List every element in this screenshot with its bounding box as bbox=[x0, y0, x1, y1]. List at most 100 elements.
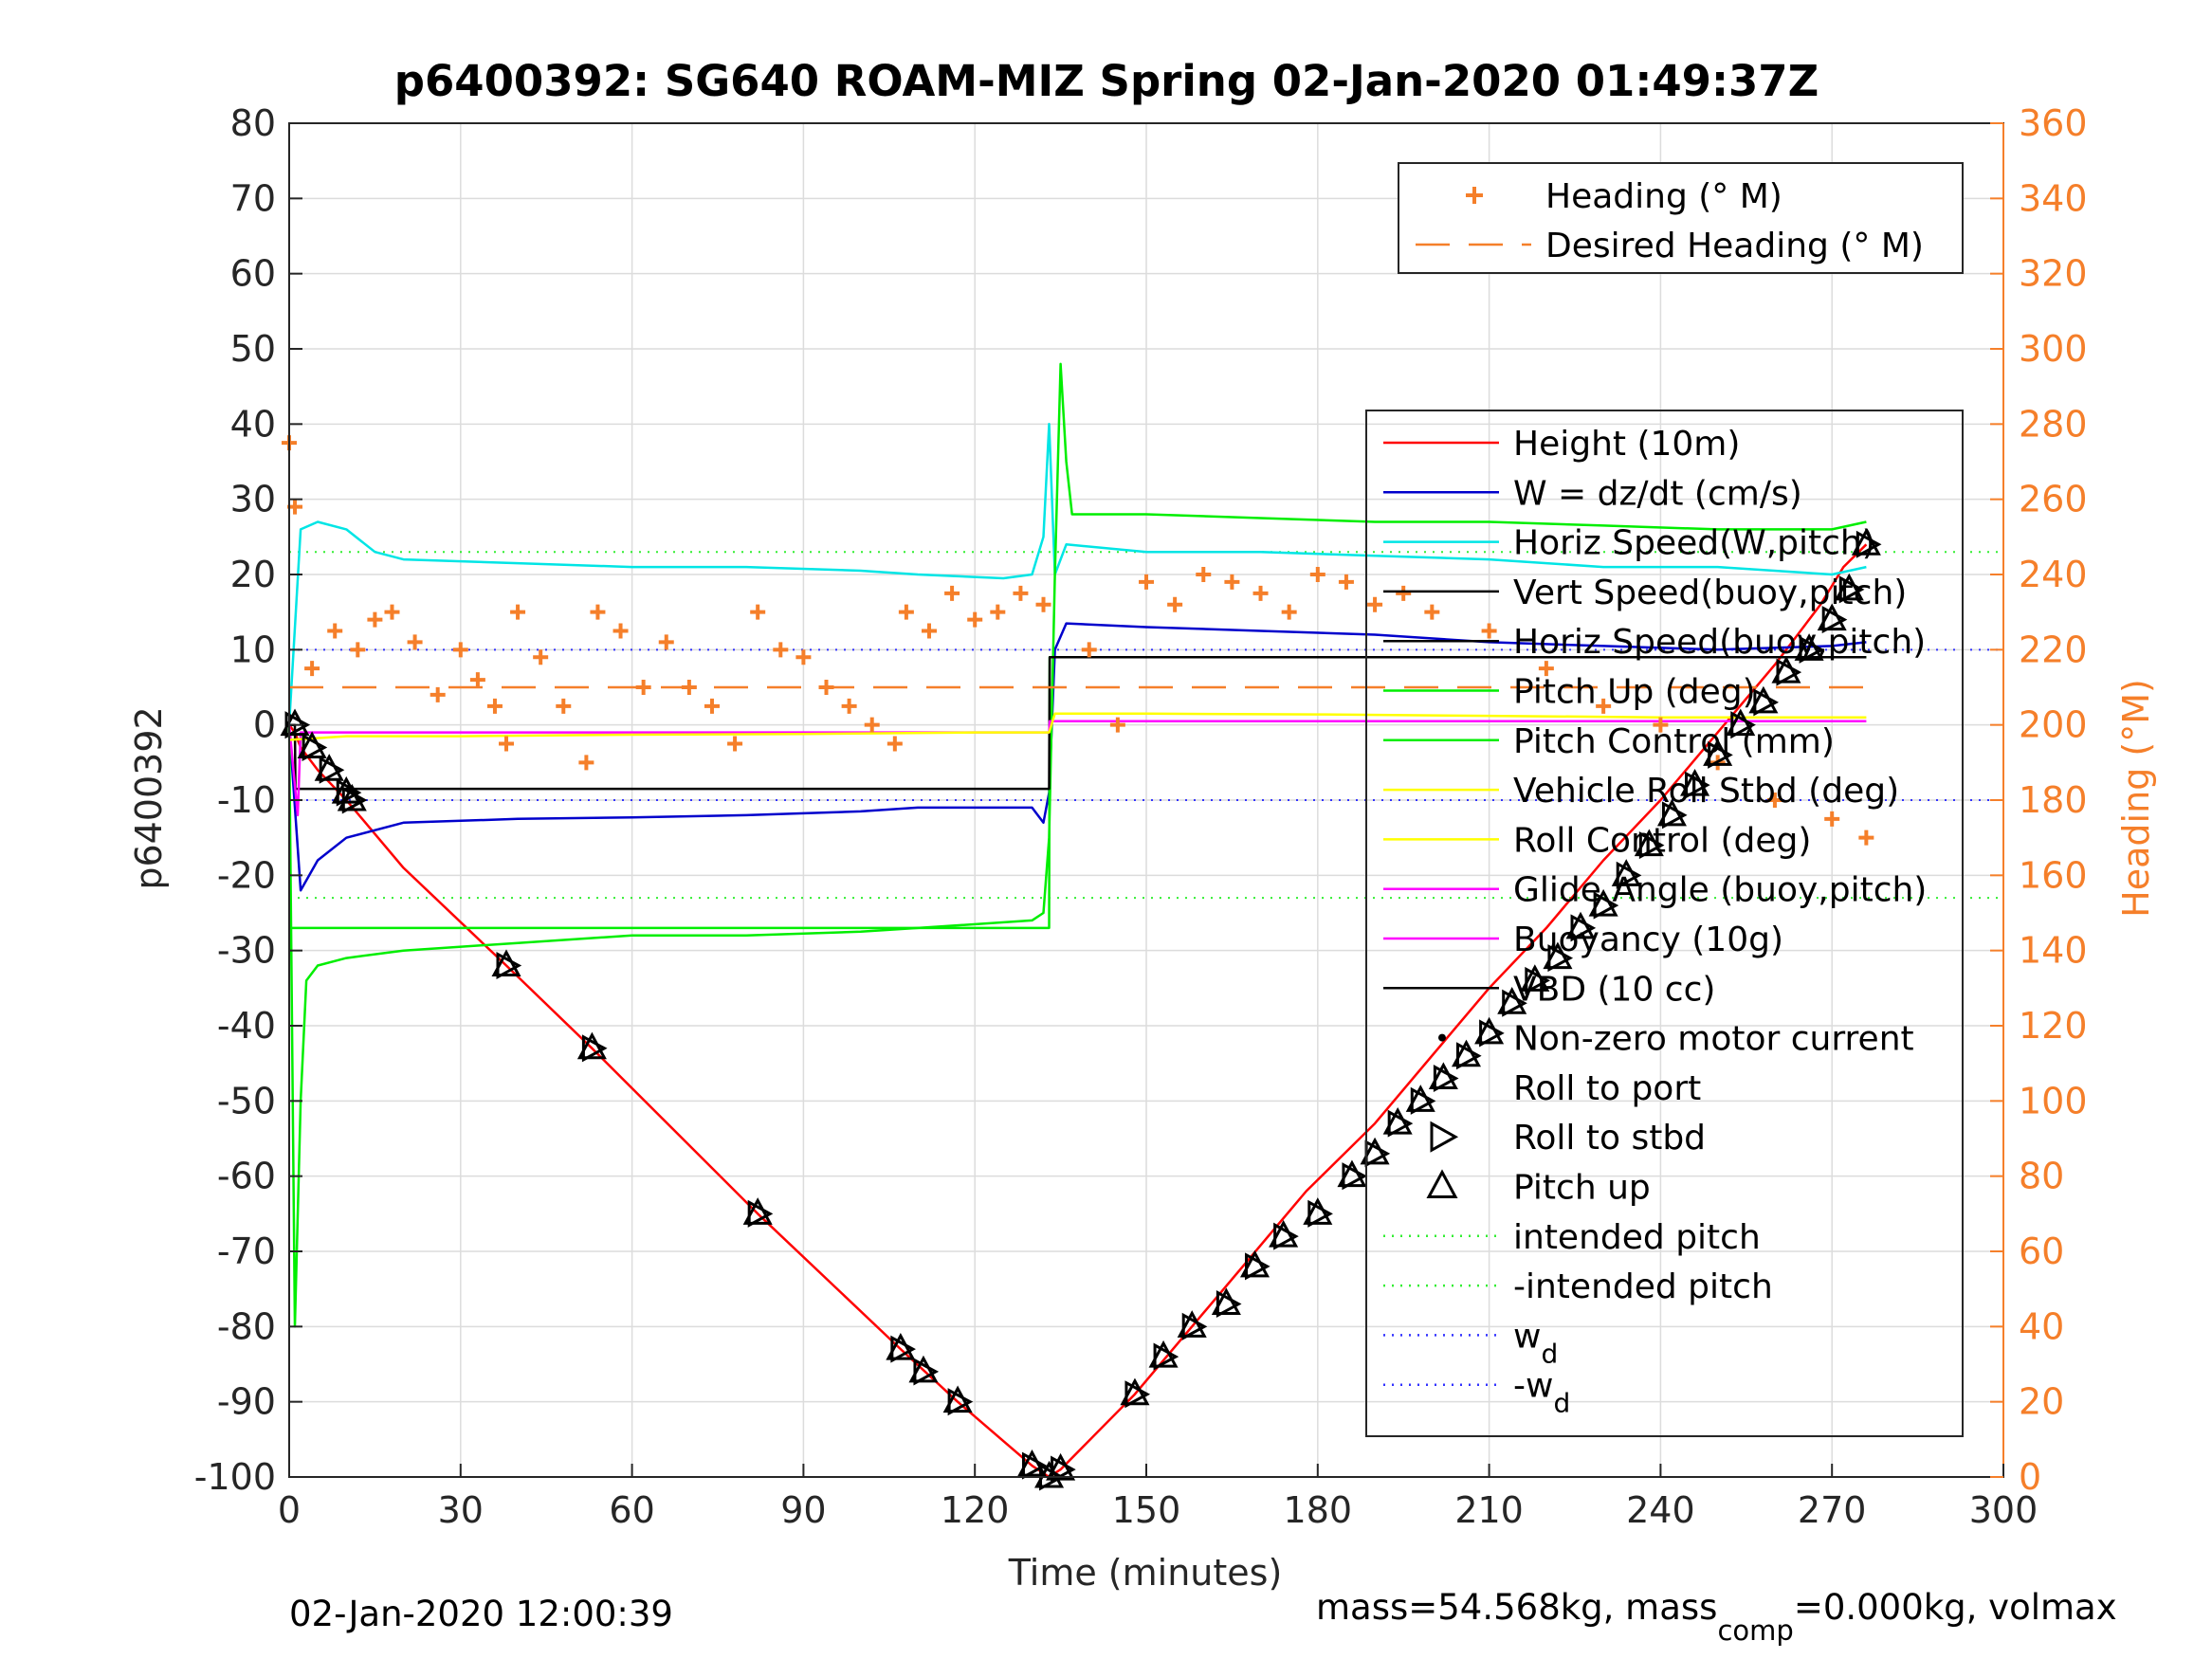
y-left-tick-label: -90 bbox=[217, 1381, 276, 1423]
roll-stbd-marker bbox=[1661, 801, 1688, 830]
legend-label: Horiz Speed(W,pitch) bbox=[1513, 524, 1875, 563]
heading-point bbox=[590, 604, 606, 620]
legend-label-subscript: d bbox=[1553, 1388, 1570, 1419]
heading-point bbox=[578, 755, 594, 771]
roll-stbd-marker bbox=[1387, 1109, 1414, 1138]
y-right-tick-label: 360 bbox=[2019, 102, 2088, 144]
roll-stbd-marker bbox=[341, 786, 368, 814]
series-line bbox=[288, 543, 1868, 1479]
heading-point bbox=[1109, 717, 1125, 733]
heading-point bbox=[1338, 574, 1354, 590]
heading-point bbox=[1013, 585, 1029, 601]
legend-label: Vehicle Roll Stbd (deg) bbox=[1513, 772, 1899, 811]
roll-stbd-marker bbox=[1593, 891, 1619, 920]
heading-point bbox=[887, 736, 903, 752]
x-tick-label: 210 bbox=[1454, 1489, 1524, 1531]
heading-point bbox=[612, 623, 629, 639]
heading-point bbox=[864, 717, 880, 733]
heading-point bbox=[452, 642, 468, 658]
heading-point bbox=[1653, 717, 1669, 733]
roll-stbd-marker bbox=[302, 733, 328, 761]
heading-point bbox=[1281, 604, 1297, 620]
y-left-tick-label: -70 bbox=[217, 1231, 276, 1272]
roll-stbd-marker bbox=[1753, 688, 1780, 717]
y-right-tick-label: 60 bbox=[2019, 1231, 2064, 1272]
y-right-tick-label: 180 bbox=[2019, 779, 2088, 821]
legend-label: Pitch Control (mm) bbox=[1513, 722, 1835, 761]
heading-legend-label: Heading (° M) bbox=[1545, 177, 1782, 216]
roll-stbd-marker bbox=[1216, 1290, 1242, 1319]
y-left-tick-label: -80 bbox=[217, 1305, 276, 1347]
y-right-tick-label: 0 bbox=[2019, 1456, 2041, 1498]
y-left-tick-label: 60 bbox=[230, 253, 276, 295]
series-layer bbox=[282, 362, 2003, 1479]
roll-stbd-marker bbox=[1153, 1342, 1179, 1371]
heading-point bbox=[658, 634, 674, 650]
legend-triangle-right-swatch bbox=[1430, 1121, 1459, 1153]
legend-label: Vert Speed(buoy,pitch) bbox=[1513, 574, 1907, 612]
heading-point bbox=[1858, 830, 1874, 846]
y-right-tick-label: 200 bbox=[2019, 704, 2088, 746]
heading-point bbox=[990, 604, 1006, 620]
roll-stbd-marker bbox=[1307, 1199, 1333, 1228]
roll-stbd-marker bbox=[1730, 711, 1756, 739]
y-left-tick-label: 70 bbox=[230, 177, 276, 219]
y-right-tick-label: 240 bbox=[2019, 554, 2088, 595]
heading-point bbox=[1224, 574, 1240, 590]
heading-point bbox=[1309, 567, 1325, 582]
y-left-tick-label: 0 bbox=[253, 704, 276, 746]
legend-label: Glide Angle (buoy,pitch) bbox=[1513, 871, 1927, 910]
roll-stbd-marker bbox=[1838, 575, 1865, 604]
roll-stbd-marker bbox=[1638, 831, 1665, 860]
legend-label: Roll to stbd bbox=[1513, 1119, 1706, 1158]
roll-stbd-marker bbox=[581, 1034, 608, 1063]
heading-point bbox=[704, 698, 720, 714]
y-right-tick-label: 40 bbox=[2019, 1305, 2064, 1347]
heading-point bbox=[510, 604, 526, 620]
heading-point bbox=[795, 649, 812, 665]
legend-label: Height (10m) bbox=[1513, 425, 1740, 464]
y-axis-label-left: p6400392 bbox=[128, 706, 170, 889]
markers-layer bbox=[280, 528, 1882, 1491]
y-right-tick-label: 20 bbox=[2019, 1381, 2064, 1423]
y-left-tick-label: 10 bbox=[230, 629, 276, 670]
y-right-tick-label: 160 bbox=[2019, 854, 2088, 896]
y-right-tick-label: 300 bbox=[2019, 328, 2088, 370]
footer-mass-prefix: mass=54.568kg, mass bbox=[1316, 1587, 1717, 1628]
x-tick-label: 180 bbox=[1284, 1489, 1353, 1531]
roll-stbd-marker bbox=[1479, 1019, 1505, 1048]
heading-point bbox=[727, 736, 743, 752]
main-legend-box bbox=[1365, 410, 1964, 1437]
heading-point bbox=[944, 585, 960, 601]
roll-stbd-marker bbox=[496, 952, 522, 980]
legend-label: Non-zero motor current bbox=[1513, 1020, 1914, 1059]
y-left-tick-label: -20 bbox=[217, 854, 276, 896]
x-axis-label: Time (minutes) bbox=[1008, 1552, 1283, 1594]
y-left-tick-label: 80 bbox=[230, 102, 276, 144]
y-right-tick-label: 260 bbox=[2019, 479, 2088, 520]
heading-point bbox=[407, 634, 423, 650]
legend-label: Pitch Up (deg) bbox=[1513, 673, 1756, 712]
roll-stbd-marker bbox=[1616, 861, 1642, 889]
heading-point bbox=[327, 623, 343, 639]
y-left-tick-label: -40 bbox=[217, 1005, 276, 1047]
heading-point bbox=[350, 642, 366, 658]
roll-stbd-marker bbox=[1502, 989, 1527, 1017]
y-right-tick-label: 220 bbox=[2019, 629, 2088, 670]
y-right-tick-label: 120 bbox=[2019, 1005, 2088, 1047]
series-line bbox=[287, 362, 1867, 1328]
roll-stbd-marker bbox=[1455, 1042, 1482, 1070]
heading-legend-label: Desired Heading (° M) bbox=[1545, 227, 1924, 265]
y-right-tick-label: 340 bbox=[2019, 177, 2088, 219]
y-right-tick-label: 140 bbox=[2019, 930, 2088, 972]
legend-label: W = dz/dt (cm/s) bbox=[1513, 474, 1802, 513]
x-tick-label: 300 bbox=[1969, 1489, 2038, 1531]
heading-legend: Heading (° M) Desired Heading (° M) bbox=[1398, 162, 1964, 274]
legend-label: VBD (10 cc) bbox=[1513, 970, 1715, 1009]
heading-point bbox=[1167, 596, 1183, 612]
roll-stbd-marker bbox=[1181, 1312, 1208, 1340]
legend-label: Buoyancy (10g) bbox=[1513, 921, 1783, 959]
roll-stbd-marker bbox=[319, 756, 345, 784]
